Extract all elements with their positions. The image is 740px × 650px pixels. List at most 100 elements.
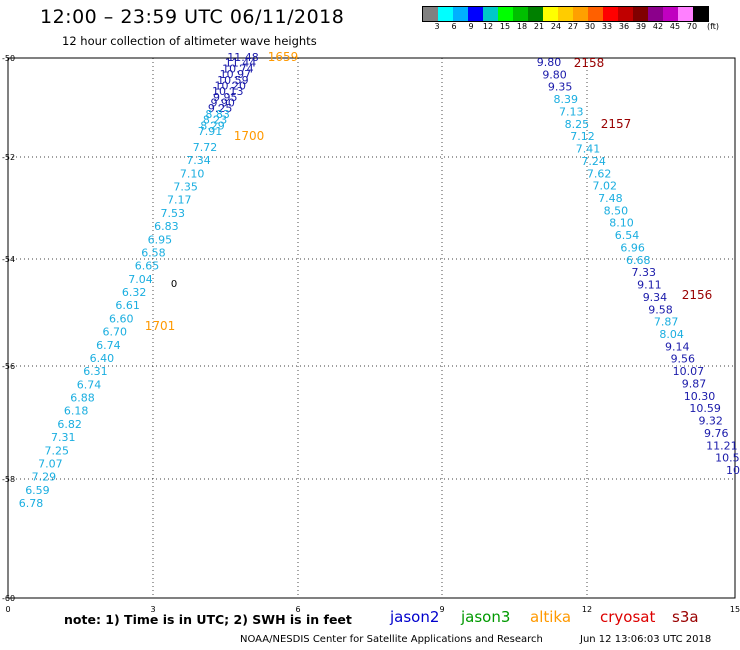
track-time-label: 1659 (268, 50, 299, 64)
wave-height-value: 10.74 (222, 62, 254, 75)
color-scale-label: 9 (468, 22, 474, 31)
y-tick-label: -60 (2, 594, 15, 603)
wave-height-value: 6.58 (141, 246, 166, 259)
track-time-label: 2156 (682, 288, 713, 302)
color-swatch (453, 7, 468, 21)
color-scale-label: 42 (652, 22, 664, 31)
satellite-name: s3a (672, 608, 699, 626)
wave-height-value: 8.39 (553, 93, 578, 106)
page-title: 12:00 – 23:59 UTC 06/11/2018 (40, 6, 345, 28)
y-tick-label: -56 (2, 362, 15, 371)
wave-height-value: 6.59 (25, 484, 50, 497)
satellite-name: jason2 (390, 608, 440, 626)
color-swatch (528, 7, 543, 21)
color-scale-label: 33 (601, 22, 613, 31)
satellite-name: cryosat (600, 608, 656, 626)
wave-height-value: 8.83 (205, 108, 230, 121)
wave-height-value: 11.44 (225, 57, 257, 70)
credit-text: NOAA/NESDIS Center for Satellite Applica… (240, 634, 543, 645)
color-scale-labels: 3 6 9 12 15 18 21 24 27 30 33 36 39 42 45 70 (ft) (422, 22, 740, 34)
wave-height-value: 7.33 (632, 266, 657, 279)
y-tick-label: -52 (2, 153, 15, 162)
track-time-label: 1700 (234, 129, 265, 143)
wave-height-value: 10.30 (684, 390, 716, 403)
wave-height-value: 7.13 (559, 105, 584, 118)
wave-height-value: 7.04 (128, 273, 153, 286)
wave-height-value: 9.34 (643, 291, 668, 304)
color-swatch (678, 7, 693, 21)
color-swatch (498, 7, 513, 21)
color-scale-label: 6 (451, 22, 457, 31)
wave-height-value: 7.35 (173, 181, 198, 194)
wave-height-value: 6.65 (135, 260, 160, 273)
x-tick-label: 15 (730, 605, 740, 614)
wave-height-value: 7.87 (654, 316, 679, 329)
page-subtitle: 12 hour collection of altimeter wave hei… (62, 34, 317, 48)
color-swatch (513, 7, 528, 21)
wave-height-value: 11.48 (227, 51, 259, 64)
map-frame (7, 57, 736, 599)
wave-height-value: 6.54 (615, 229, 640, 242)
color-scale-label: 18 (516, 22, 528, 31)
wave-height-value: 7.10 (180, 167, 205, 180)
color-scale-label: 30 (584, 22, 596, 31)
color-scale-label: 15 (499, 22, 511, 31)
wave-height-value: 7.48 (598, 192, 623, 205)
y-tick-label: -54 (2, 255, 15, 264)
wave-height-value: 9.35 (548, 81, 573, 94)
wave-height-value: 6.78 (19, 497, 44, 510)
wave-height-value: 10.07 (673, 365, 705, 378)
track-time-label: 2158 (574, 56, 605, 70)
wave-height-value: 7.12 (570, 130, 595, 143)
color-swatch (573, 7, 588, 21)
wave-height-value: 9.11 (637, 279, 662, 292)
wave-height-value: 6.60 (109, 312, 134, 325)
wave-height-value: 9.58 (648, 303, 673, 316)
color-swatch (618, 7, 633, 21)
color-scale-label: 21 (533, 22, 545, 31)
color-scale-label: 45 (669, 22, 681, 31)
wave-height-value: 8.25 (565, 118, 590, 131)
wave-height-value: 7.17 (167, 194, 192, 207)
wave-height-value: 7.07 (38, 457, 63, 470)
x-tick-label: 3 (150, 605, 155, 614)
wave-height-value: 7.24 (581, 155, 606, 168)
wave-height-value: 7.31 (51, 431, 76, 444)
satellite-name: altika (530, 608, 572, 626)
wave-height-value: 9.25 (208, 102, 233, 115)
color-swatch (588, 7, 603, 21)
wave-height-value: 10.13 (212, 85, 244, 98)
color-swatch (438, 7, 453, 21)
wave-height-value: 9.90 (210, 97, 235, 110)
wave-height-value: 6.74 (77, 378, 102, 391)
wave-height-value: 6.18 (64, 405, 89, 418)
wave-height-value: 6.61 (115, 299, 140, 312)
color-swatch (543, 7, 558, 21)
wave-height-value: 7.72 (193, 141, 218, 154)
wave-height-value: 6.82 (57, 418, 82, 431)
footer-note: note: 1) Time is in UTC; 2) SWH is in fe… (64, 612, 352, 627)
wave-height-value: 9.95 (213, 91, 238, 104)
wave-height-value: 9.56 (671, 353, 696, 366)
color-swatch (468, 7, 483, 21)
wave-height-value: 6.68 (626, 254, 651, 267)
wave-height-value: 6.74 (96, 339, 121, 352)
wave-height-value: 6.70 (103, 326, 128, 339)
wave-height-value: 9.32 (698, 415, 723, 428)
wave-height-value: 6.83 (154, 220, 179, 233)
wave-height-value: 7.34 (186, 154, 211, 167)
wave-height-value: 10.59 (689, 402, 721, 415)
satellite-name: jason3 (461, 608, 511, 626)
color-scale-bar (422, 6, 709, 22)
y-tick-label: -58 (2, 475, 15, 484)
color-scale-label: 24 (550, 22, 562, 31)
x-tick-label: 6 (295, 605, 300, 614)
wave-height-value: 8.10 (609, 217, 634, 230)
wave-height-value: 9.80 (537, 56, 562, 69)
color-swatch (603, 7, 618, 21)
wave-height-value: 6.32 (122, 286, 147, 299)
wave-height-value: 6.40 (90, 352, 115, 365)
color-swatch (648, 7, 663, 21)
wave-height-value: 7.91 (198, 125, 223, 138)
